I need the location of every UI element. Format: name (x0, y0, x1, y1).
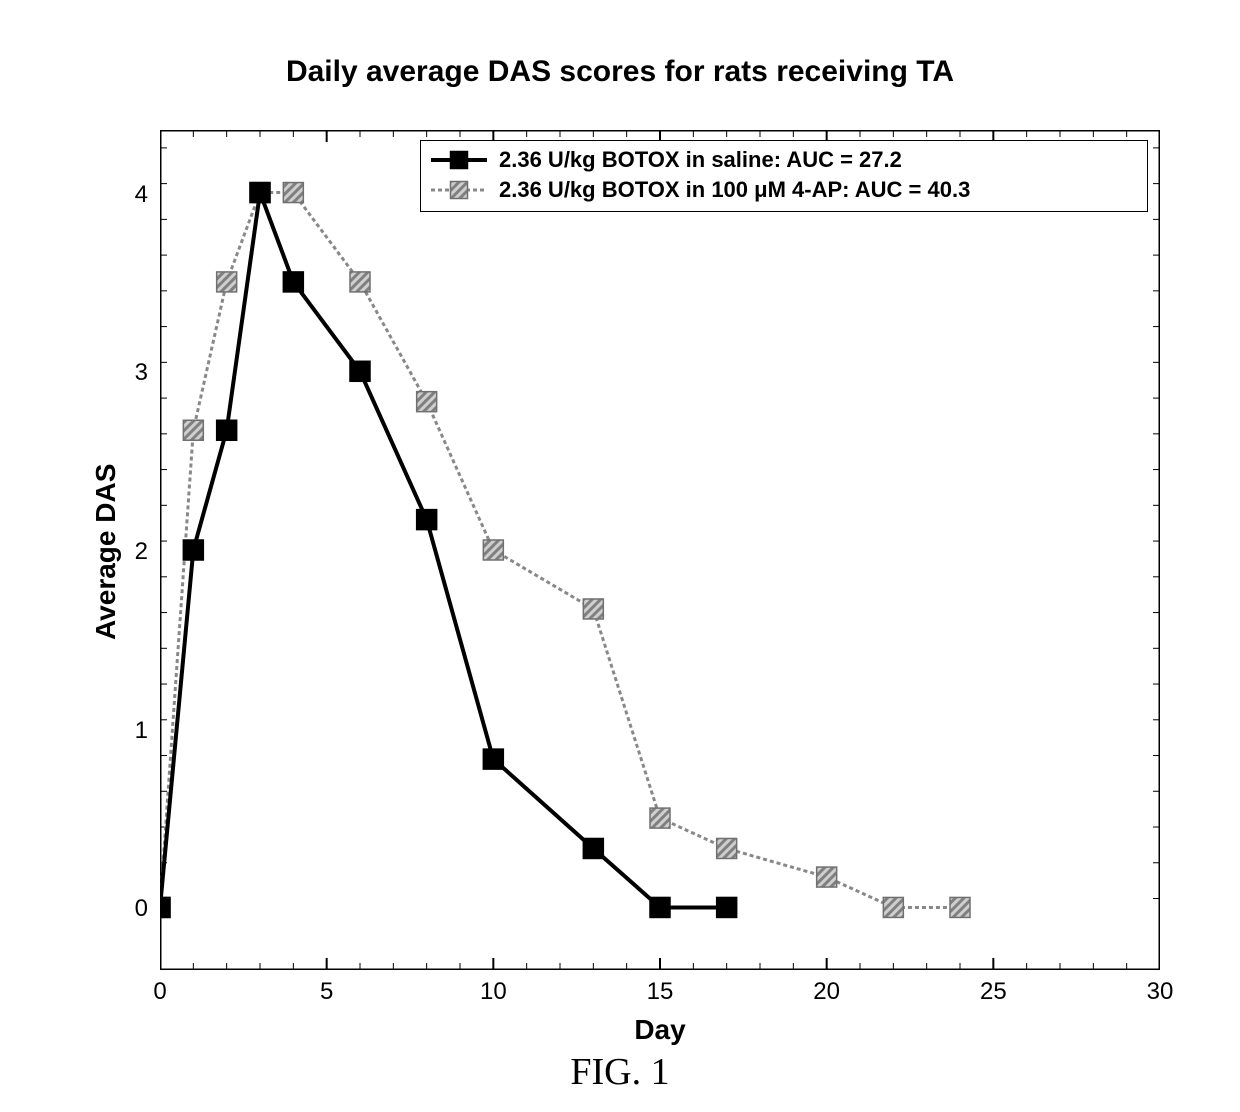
x-axis-label: Day (160, 1014, 1160, 1046)
chart-svg (160, 130, 1160, 970)
figure-label: FIG. 1 (0, 1050, 1240, 1094)
tick-label: 5 (320, 978, 333, 1006)
chart-area (160, 130, 1160, 970)
legend-label-saline: 2.36 U/kg BOTOX in saline: AUC = 27.2 (499, 147, 902, 173)
figure-page: { "title": { "line1": "Daily average DAS… (0, 0, 1240, 1112)
legend-sample-icon (429, 176, 489, 204)
tick-label: 10 (480, 978, 507, 1006)
legend-row-4ap: 2.36 U/kg BOTOX in 100 μM 4-AP: AUC = 40… (429, 175, 1139, 205)
legend-label-4ap: 2.36 U/kg BOTOX in 100 μM 4-AP: AUC = 40… (499, 177, 970, 203)
legend-sample-icon (429, 146, 489, 174)
tick-label: 25 (980, 978, 1007, 1006)
tick-label: 2 (135, 538, 148, 566)
tick-label: 20 (813, 978, 840, 1006)
legend-row-saline: 2.36 U/kg BOTOX in saline: AUC = 27.2 (429, 145, 1139, 175)
tick-label: 0 (153, 978, 166, 1006)
tick-label: 1 (135, 717, 148, 745)
y-axis-label: Average DAS (90, 464, 122, 640)
title-line1: Daily average DAS scores for rats receiv… (286, 55, 954, 88)
tick-label: 4 (135, 181, 148, 209)
tick-label: 30 (1147, 978, 1174, 1006)
tick-label: 15 (647, 978, 674, 1006)
tick-label: 0 (135, 895, 148, 923)
legend: 2.36 U/kg BOTOX in saline: AUC = 27.2 2.3… (420, 140, 1148, 212)
tick-label: 3 (135, 359, 148, 387)
